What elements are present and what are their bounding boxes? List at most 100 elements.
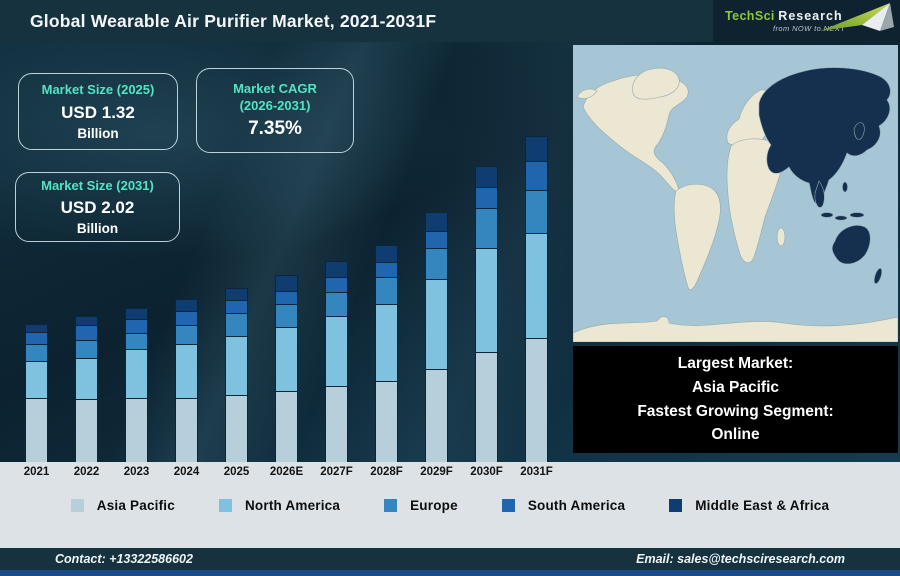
bar-segment <box>75 339 98 359</box>
bar-segment <box>125 348 148 398</box>
market-highlight-box: Largest Market: Asia Pacific Fastest Gro… <box>573 346 898 453</box>
legend-label: South America <box>527 498 626 513</box>
chart-legend: Asia Pacific North America Europe South Ame… <box>0 498 900 513</box>
bar-segment <box>525 233 548 339</box>
legend-label: Middle East & Africa <box>695 498 830 513</box>
map-new-zealand <box>873 268 883 284</box>
x-axis-label: 2029F <box>420 466 453 478</box>
market-cagr-label: Market CAGR (2026-2031) <box>233 81 317 113</box>
market-size-2025-value: USD 1.32 <box>61 102 135 122</box>
bar-2031F <box>525 135 548 462</box>
bar-segment <box>275 391 298 462</box>
bar-segment <box>225 313 248 336</box>
footer-bar: Contact: +13322586602 Email: sales@techs… <box>0 548 900 570</box>
largest-market-label: Largest Market: <box>677 355 794 373</box>
bar-segment <box>375 304 398 381</box>
bar-segment <box>475 351 498 462</box>
legend-item: Asia Pacific <box>70 498 175 513</box>
world-map <box>573 45 898 342</box>
legend-band: 2021 2022 2023 2024 2025 2026E 2027F 2028F 2029F… <box>0 462 900 548</box>
bar-segment <box>425 368 448 462</box>
legend-item: Middle East & Africa <box>669 498 829 513</box>
legend-swatch <box>384 499 398 512</box>
bar-segment <box>275 304 298 327</box>
bar-segment <box>25 343 48 361</box>
bar-2025 <box>225 288 248 462</box>
map-madagascar <box>776 227 786 247</box>
map-asia <box>758 67 891 204</box>
x-axis-label: 2023 <box>123 466 150 478</box>
x-axis-label: 2028F <box>370 466 403 478</box>
world-map-panel <box>573 45 898 342</box>
header-bar: Global Wearable Air Purifier Market, 202… <box>0 0 900 42</box>
x-axis-label: 2025 <box>223 466 250 478</box>
bar-segment <box>125 333 148 349</box>
bar-2030F <box>475 166 498 462</box>
bar-segment <box>25 324 48 332</box>
bar-segment <box>525 135 548 161</box>
market-size-2031-value: USD 2.02 <box>60 198 135 218</box>
x-axis-label: 2031F <box>520 466 553 478</box>
bar-2023 <box>125 308 148 462</box>
x-axis-label: 2024 <box>173 466 200 478</box>
logo-arrow-icon <box>820 3 894 31</box>
legend-swatch <box>501 499 515 512</box>
techsci-logo: TechSci Research from NOW to NEXT <box>713 0 900 42</box>
largest-market-value: Asia Pacific <box>691 378 780 396</box>
x-axis-label: 2026E <box>269 466 304 478</box>
logo-brand-secondary: Research <box>778 9 843 23</box>
market-size-2025-unit: Billion <box>77 125 119 141</box>
legend-swatch <box>669 499 683 512</box>
bar-segment <box>375 380 398 462</box>
legend-swatch <box>70 499 84 512</box>
bar-segment <box>225 335 248 395</box>
bar-segment <box>75 316 98 326</box>
bar-segment <box>175 397 198 462</box>
bar-segment <box>375 276 398 305</box>
map-japan <box>853 122 865 140</box>
bar-segment <box>525 189 548 234</box>
map-alaska <box>576 88 598 99</box>
bar-segment <box>375 245 398 263</box>
bar-segment <box>225 394 248 462</box>
bar-segment <box>425 247 448 280</box>
bar-segment <box>475 187 498 209</box>
market-size-2025-label: Market Size (2025) <box>41 82 155 98</box>
market-size-2031-unit: Billion <box>76 221 119 237</box>
legend-swatch <box>218 499 232 512</box>
fastest-segment-label: Fastest Growing Segment: <box>637 402 834 420</box>
legend-item: Europe <box>384 498 458 513</box>
x-axis-label: 2027F <box>320 466 353 478</box>
map-malay-peninsula <box>814 180 825 208</box>
map-indonesia-3 <box>849 212 865 218</box>
bar-segment <box>175 299 198 311</box>
bar-segment <box>425 212 448 231</box>
market-size-2031-box: Market Size (2031) USD 2.02 Billion <box>15 172 180 242</box>
bar-segment <box>175 310 198 326</box>
map-greenland <box>632 67 680 100</box>
bar-2024 <box>175 299 198 462</box>
bar-segment <box>225 300 248 314</box>
market-cagr-value: 7.35% <box>248 117 302 139</box>
bar-segment <box>425 279 448 369</box>
bar-segment <box>175 325 198 344</box>
legend-label: North America <box>244 498 341 513</box>
bar-segment <box>325 276 348 293</box>
email-text: Email: sales@techsciresearch.com <box>636 552 845 566</box>
map-south-america <box>673 183 721 291</box>
x-axis-label: 2022 <box>73 466 100 478</box>
logo-brand-primary: TechSci <box>725 9 775 23</box>
bar-segment <box>275 275 298 292</box>
bar-segment <box>225 288 248 301</box>
x-axis-labels: 2021 2022 2023 2024 2025 2026E 2027F 2028F 2029F… <box>24 466 553 478</box>
bar-2021 <box>25 324 48 462</box>
bar-segment <box>325 385 348 462</box>
x-axis-label: 2030F <box>470 466 503 478</box>
bar-segment <box>75 325 98 340</box>
chart-area: Market Size (2025) USD 1.32 Billion Mark… <box>0 42 900 462</box>
footer-accent-strip <box>0 570 900 576</box>
map-continents <box>573 67 898 342</box>
market-size-2031-label: Market Size (2031) <box>41 177 154 193</box>
bar-segment <box>425 230 448 248</box>
logo-wordmark: TechSci Research <box>725 9 843 23</box>
